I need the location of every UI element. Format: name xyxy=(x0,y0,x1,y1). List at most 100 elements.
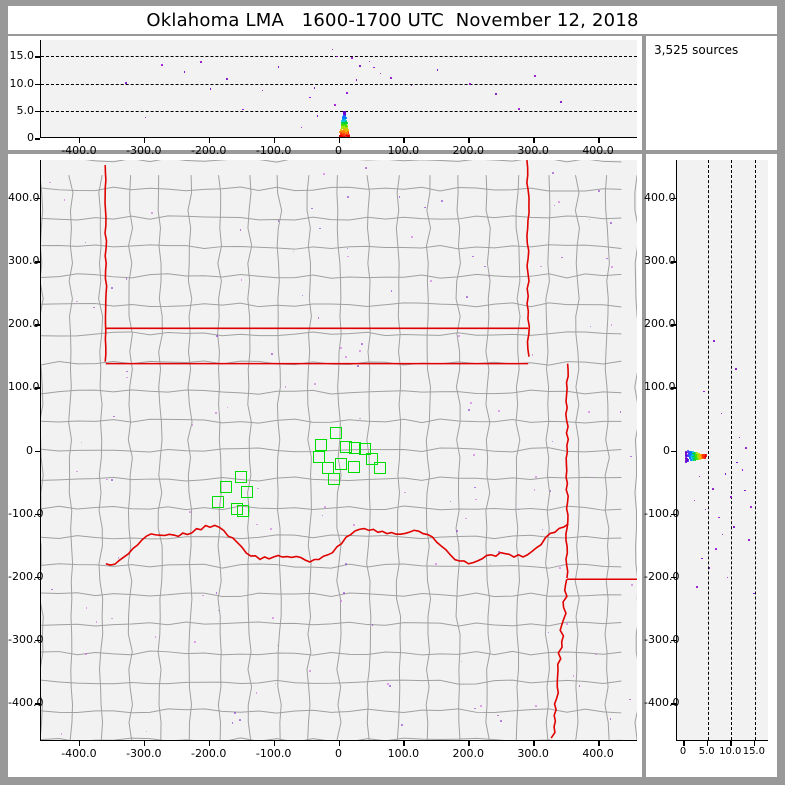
source-point xyxy=(155,636,157,638)
lma-station-marker[interactable] xyxy=(335,458,347,470)
source-point xyxy=(629,699,631,701)
x-tick-mark xyxy=(403,138,405,143)
lma-station-marker[interactable] xyxy=(315,439,327,451)
y-tick-label: -400.0 xyxy=(644,696,670,709)
x-tick-mark xyxy=(144,138,146,143)
source-point xyxy=(234,712,236,714)
source-point xyxy=(611,324,613,326)
x-tick-label: 200.0 xyxy=(453,747,485,760)
source-point xyxy=(278,66,280,68)
source-point xyxy=(534,75,536,77)
north-south-vs-altitude-plot[interactable] xyxy=(676,160,768,741)
source-point xyxy=(498,551,500,553)
x-tick-mark xyxy=(533,138,535,143)
y-tick-label: 400.0 xyxy=(8,191,33,204)
source-point xyxy=(346,132,348,134)
source-point xyxy=(345,356,347,358)
source-point xyxy=(239,719,241,721)
lma-station-marker[interactable] xyxy=(241,486,253,498)
source-point xyxy=(456,530,458,532)
source-point xyxy=(215,412,217,414)
source-point xyxy=(272,617,274,619)
lma-station-marker[interactable] xyxy=(220,481,232,493)
y-tick-mark xyxy=(671,451,676,453)
source-point xyxy=(736,462,738,464)
altitude-vs-east-west-plot[interactable] xyxy=(40,40,637,138)
gridline-vertical xyxy=(755,160,756,740)
x-tick-mark xyxy=(79,741,81,746)
y-tick-label: 200.0 xyxy=(644,317,670,330)
source-point xyxy=(361,343,363,345)
y-tick-label: 15.0 xyxy=(10,49,35,62)
y-tick-label: 10.0 xyxy=(10,77,35,90)
plan-view-map-plot[interactable] xyxy=(40,160,637,741)
source-point xyxy=(323,173,325,175)
north-south-vs-altitude-panel: 0 5.0 10.0 15.0 400.0 300.0 200.0 100.0 0 -100.0-… xyxy=(646,154,777,777)
source-point xyxy=(610,222,612,224)
y-tick-label: 200.0 xyxy=(8,317,33,330)
source-point xyxy=(498,410,500,412)
source-point xyxy=(210,88,212,90)
y-tick-label: -300.0 xyxy=(8,633,33,646)
source-point xyxy=(380,73,382,75)
y-tick-label: 300.0 xyxy=(644,254,670,267)
y-tick-mark xyxy=(35,56,40,58)
source-point xyxy=(535,705,537,707)
source-point xyxy=(357,365,359,367)
source-point xyxy=(469,83,471,85)
source-point xyxy=(701,558,703,560)
source-point xyxy=(558,201,560,203)
source-point xyxy=(184,71,186,73)
source-point xyxy=(161,64,163,66)
lma-station-marker[interactable] xyxy=(212,496,224,508)
y-tick-label: -100.0 xyxy=(8,507,33,520)
lma-station-marker[interactable] xyxy=(313,451,325,463)
y-tick-label: 400.0 xyxy=(644,191,670,204)
lma-station-marker[interactable] xyxy=(348,461,360,473)
source-point xyxy=(126,371,128,373)
source-point xyxy=(598,190,600,192)
source-point xyxy=(473,454,475,456)
source-point xyxy=(560,101,562,103)
source-point xyxy=(631,584,633,586)
x-tick-label: 0 xyxy=(335,747,342,760)
source-point xyxy=(721,413,723,415)
altitude-vs-east-west-panel: 0 5.0 10.0 15.0 -400.0 -300.0 -200.0 -100.0 0 100… xyxy=(8,36,642,150)
source-point xyxy=(611,266,613,268)
source-point xyxy=(404,492,406,494)
y-tick-mark xyxy=(35,111,40,113)
sources-count-label: 3,525 sources xyxy=(654,43,738,57)
source-point xyxy=(470,402,472,404)
source-point xyxy=(348,136,350,138)
x-tick-label: -100.0 xyxy=(256,747,291,760)
lma-station-marker[interactable] xyxy=(235,471,247,483)
source-point xyxy=(344,136,346,138)
x-tick-mark xyxy=(274,741,276,746)
source-point xyxy=(495,93,497,95)
source-point xyxy=(466,296,468,298)
source-point xyxy=(685,461,687,463)
x-tick-mark xyxy=(533,741,535,746)
x-tick-mark xyxy=(403,741,405,746)
source-point xyxy=(373,67,375,69)
source-point xyxy=(309,670,311,672)
x-tick-mark xyxy=(144,741,146,746)
source-point xyxy=(340,600,342,602)
lma-station-marker[interactable] xyxy=(237,505,249,517)
source-point xyxy=(332,49,334,51)
source-point xyxy=(301,127,303,129)
source-point xyxy=(739,437,741,439)
lma-station-marker[interactable] xyxy=(330,427,342,439)
source-point xyxy=(285,386,287,388)
source-point xyxy=(341,127,343,129)
x-tick-label: -400.0 xyxy=(61,747,96,760)
lma-visualization-window: Oklahoma LMA 1600-1700 UTC November 12, … xyxy=(0,0,785,785)
x-tick-mark xyxy=(339,741,341,746)
source-point xyxy=(346,122,348,124)
lma-station-marker[interactable] xyxy=(328,473,340,485)
source-point xyxy=(411,85,413,87)
source-point xyxy=(518,108,520,110)
x-tick-label: 100.0 xyxy=(388,747,420,760)
source-point xyxy=(735,368,737,370)
lma-station-marker[interactable] xyxy=(374,462,386,474)
